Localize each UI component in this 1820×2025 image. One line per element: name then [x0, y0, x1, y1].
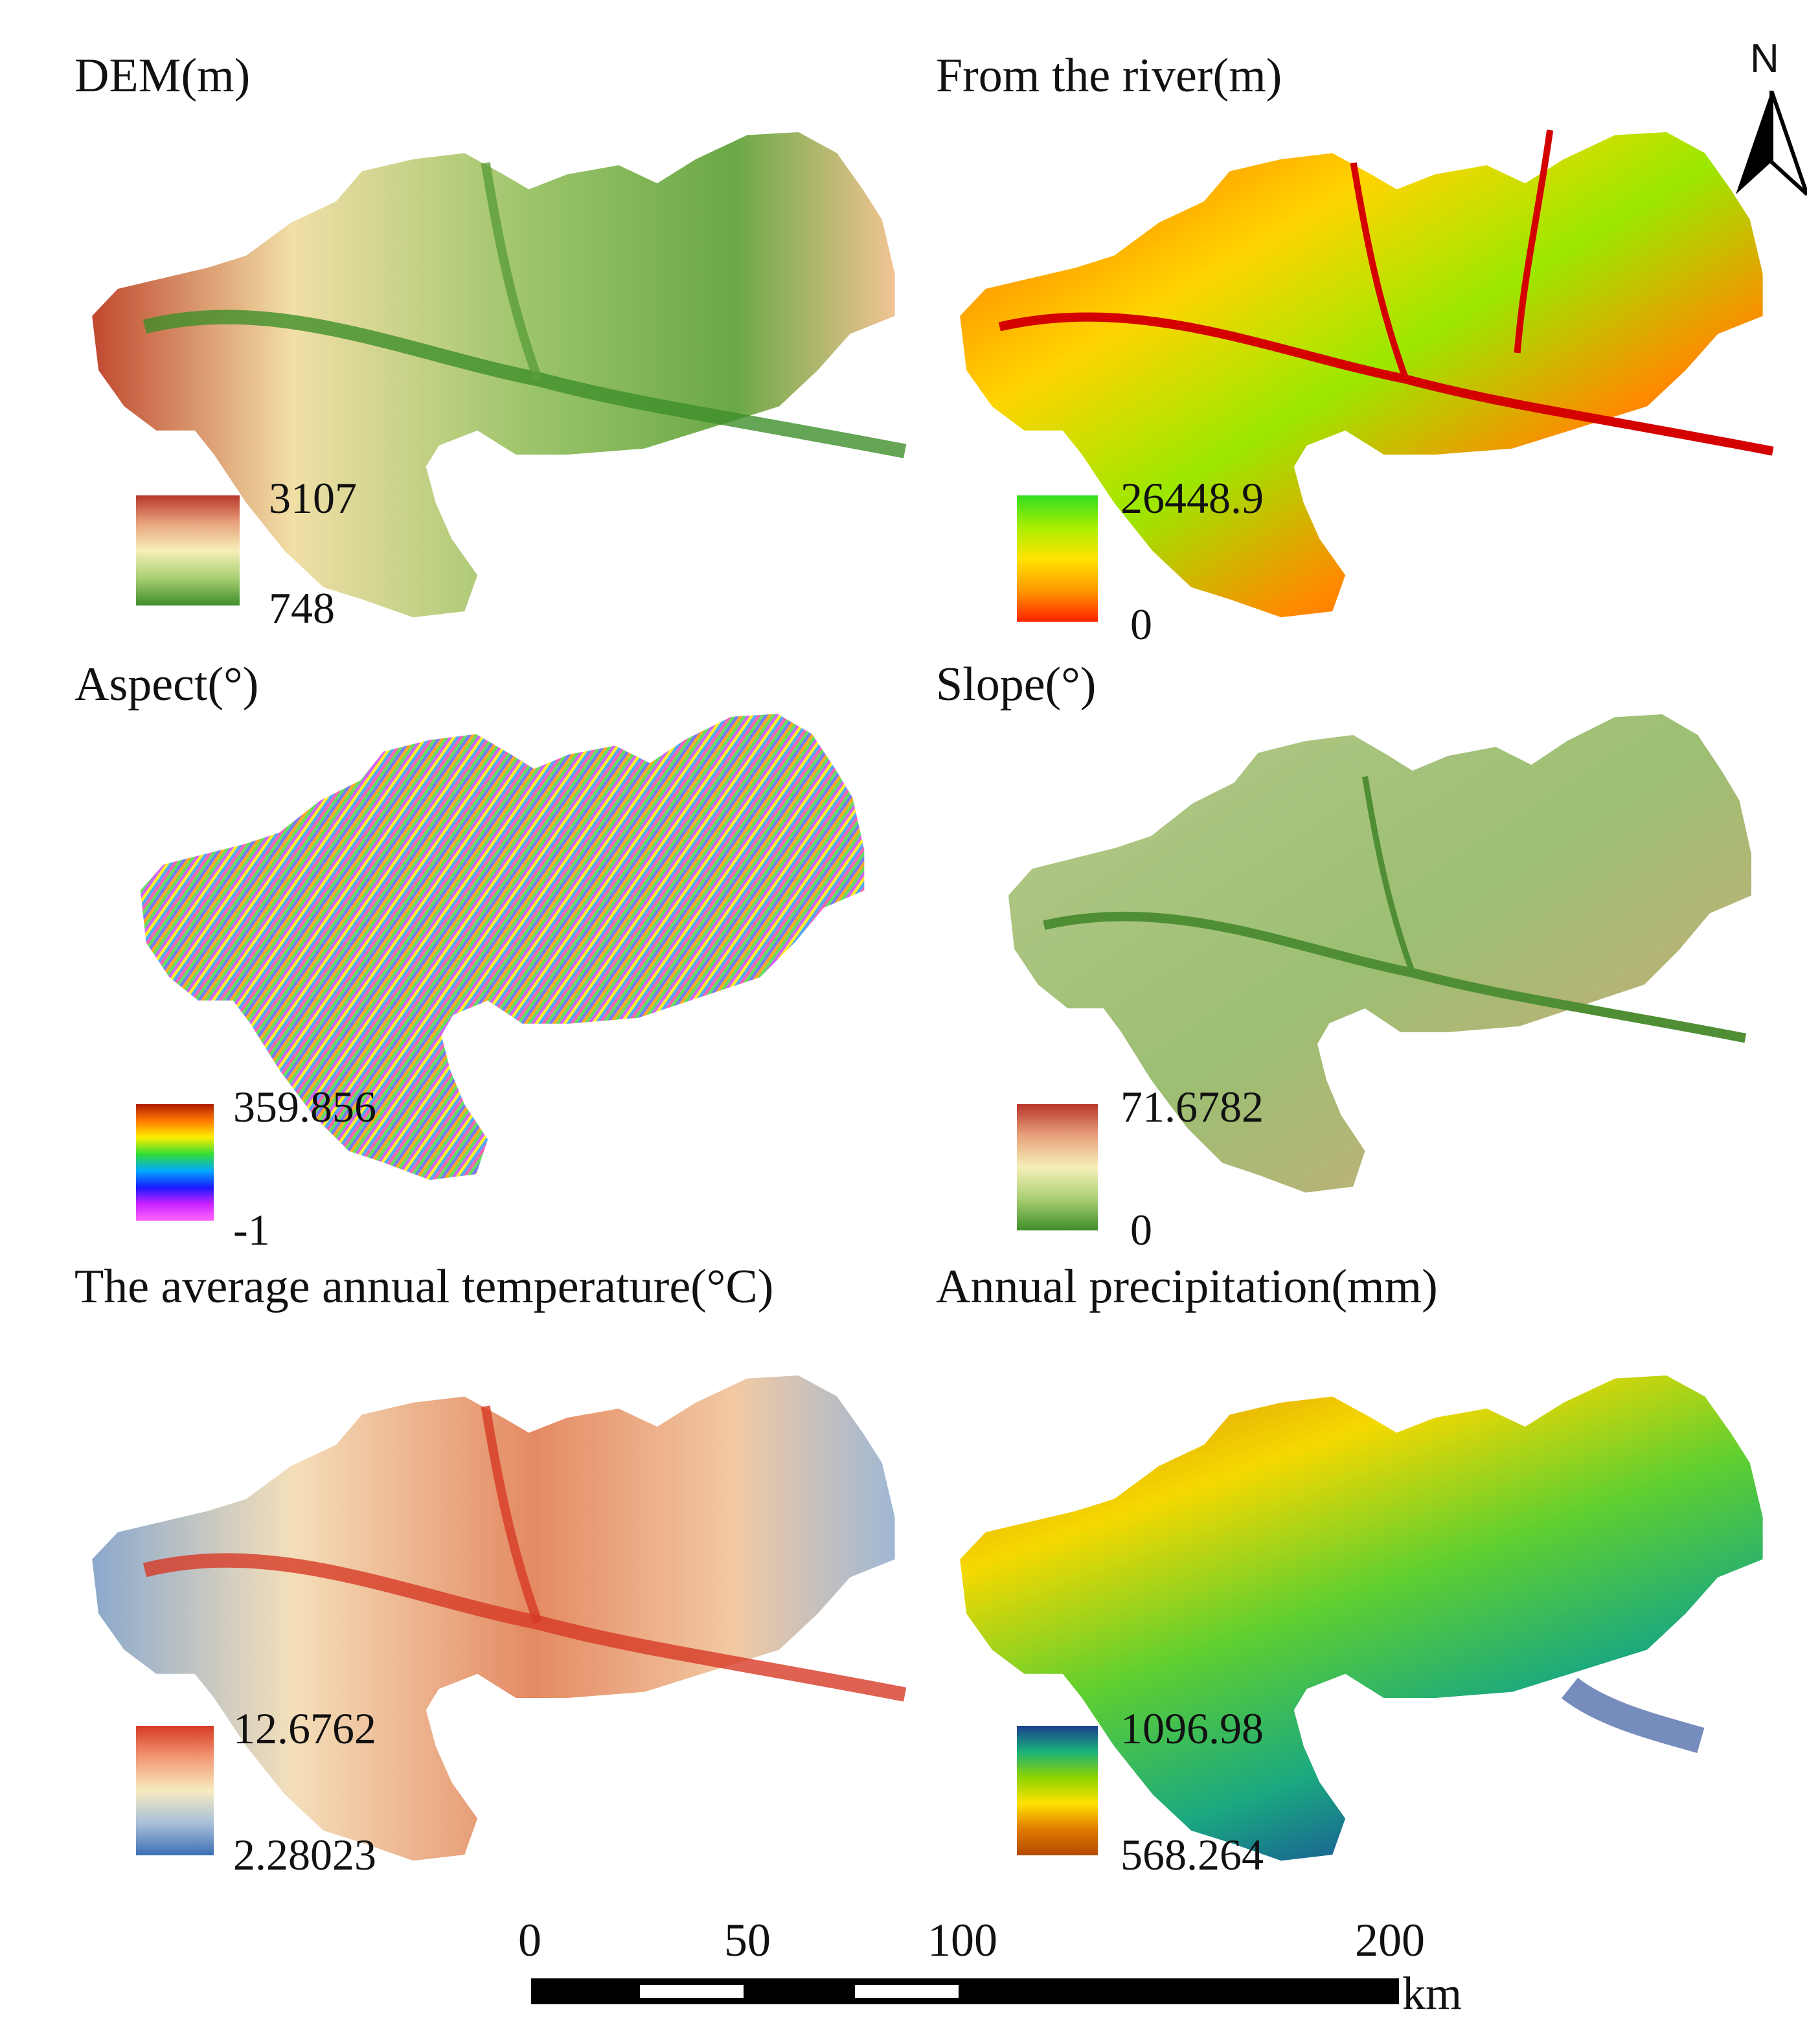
north-label: N	[1750, 36, 1779, 81]
slope-legend-bar	[1017, 1104, 1098, 1230]
panel-slope: Slope(°) 71.6782 0	[910, 622, 1820, 1252]
aspect-map	[140, 714, 865, 1181]
scale-unit: km	[1402, 1967, 1462, 2019]
panel-aspect: Aspect(°) 359.856 -1	[0, 622, 910, 1252]
panel-title-temp: The average annual temperature(°C)	[74, 1260, 774, 1313]
panel-title-precip: Annual precipitation(mm)	[936, 1260, 1438, 1313]
panel-title-river: From the river(m)	[936, 49, 1282, 102]
aspect-legend-min: -1	[233, 1205, 270, 1254]
temp-legend-bar	[136, 1726, 214, 1855]
aspect-legend-bar	[136, 1104, 214, 1221]
dem-legend-bar	[136, 495, 240, 605]
slope-legend-max: 71.6782	[1120, 1082, 1264, 1131]
north-arrow-icon	[1736, 91, 1807, 196]
panel-title-dem: DEM(m)	[74, 49, 251, 102]
aspect-legend-max: 359.856	[233, 1082, 376, 1131]
slope-legend-min: 0	[1130, 1205, 1152, 1254]
panel-river: From the river(m) 26448.9 0	[910, 0, 1820, 646]
precip-legend-bar	[1017, 1726, 1098, 1855]
panel-dem: DEM(m) 3107 748	[0, 0, 910, 630]
dem-legend-max: 3107	[269, 473, 357, 523]
slope-map	[1008, 714, 1751, 1193]
panel-title-aspect: Aspect(°)	[74, 658, 259, 711]
temp-legend-min: 2.28023	[233, 1830, 376, 1879]
panel-title-slope: Slope(°)	[936, 658, 1097, 711]
river-legend-max: 26448.9	[1120, 473, 1264, 523]
scale-bar-graphic	[531, 1978, 1399, 2004]
temp-map	[92, 1375, 907, 1861]
temp-legend-max: 12.6762	[233, 1704, 376, 1753]
scale-label-50: 50	[724, 1914, 771, 1966]
precip-map	[960, 1375, 1763, 1861]
dem-map	[92, 131, 907, 618]
scale-label-200: 200	[1355, 1914, 1425, 1966]
dem-legend-min: 748	[269, 583, 335, 633]
scale-label-100: 100	[927, 1914, 997, 1966]
panel-temp: The average annual temperature(°C) 12.67…	[0, 1243, 910, 1917]
precip-legend-min: 568.264	[1120, 1830, 1264, 1879]
river-legend-bar	[1017, 495, 1098, 622]
panel-precip: Annual precipitation(mm) 1096.98 568.264	[910, 1243, 1820, 1917]
river-legend-min: 0	[1130, 600, 1152, 649]
north-arrow: N	[1736, 36, 1807, 196]
river-map	[960, 130, 1774, 618]
scale-label-0: 0	[518, 1914, 541, 1966]
precip-legend-max: 1096.98	[1120, 1704, 1264, 1753]
scale-bar: 0 50 100 200 km	[518, 1914, 1462, 2017]
